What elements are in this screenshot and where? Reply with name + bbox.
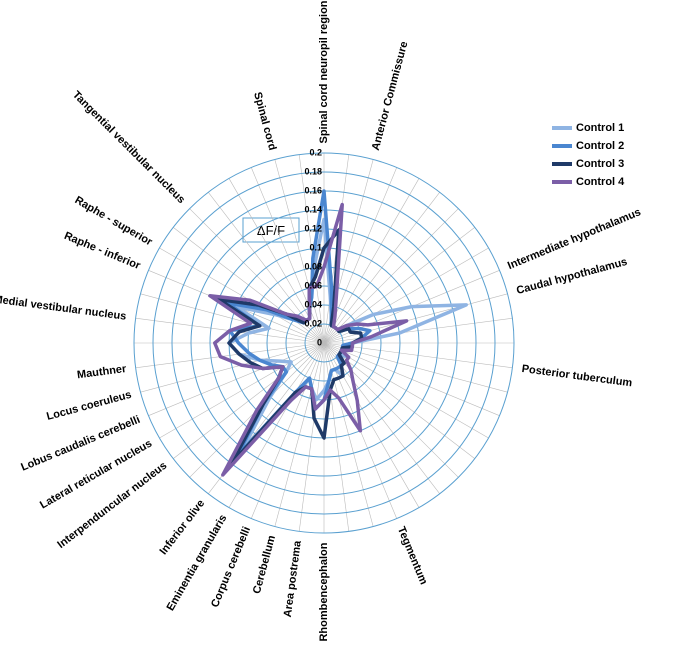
legend-label: Control 2 bbox=[576, 140, 624, 152]
category-label: Tegmentum bbox=[395, 525, 430, 587]
grid-line bbox=[152, 171, 496, 515]
category-label: Mauthner bbox=[76, 363, 127, 381]
y-tick-label: 0.04 bbox=[304, 299, 322, 309]
grid-line bbox=[133, 152, 515, 534]
y-tick-label: 0.08 bbox=[304, 261, 322, 271]
category-label: Posterior tuberculum bbox=[521, 363, 633, 389]
category-label: Spinal cord bbox=[251, 91, 278, 152]
y-tick-label: 0.16 bbox=[304, 185, 322, 195]
y-tick-label: 0 bbox=[317, 337, 322, 347]
category-label: Tangential vestibular nucleus bbox=[70, 89, 187, 206]
grid-line bbox=[285, 304, 363, 382]
y-tick-label: 0.06 bbox=[304, 280, 322, 290]
y-tick-label: 0.18 bbox=[304, 166, 322, 176]
y-tick-label: 0.12 bbox=[304, 223, 322, 233]
category-label: Cerebellum bbox=[251, 534, 278, 595]
category-label: Anterior Commissure bbox=[370, 40, 411, 152]
legend-label: Control 1 bbox=[576, 122, 624, 134]
legend-label: Control 3 bbox=[576, 158, 624, 170]
legend-label: Control 4 bbox=[576, 176, 625, 188]
y-tick-label: 0.2 bbox=[309, 147, 322, 157]
category-label: Interpenduncular nucleus bbox=[55, 460, 169, 551]
category-label: Area postrema bbox=[282, 539, 304, 618]
y-tick-label: 0.02 bbox=[304, 318, 322, 328]
category-label: Spinal cord neuropil region bbox=[318, 0, 330, 143]
series-line bbox=[208, 202, 409, 477]
y-tick-label: 0.14 bbox=[304, 204, 322, 214]
category-label: Locus coeruleus bbox=[45, 389, 133, 423]
y-tick-label: 0.1 bbox=[309, 242, 322, 252]
category-label: Rhombencephalon bbox=[318, 542, 330, 641]
category-label: Medial vestibular nucleus bbox=[0, 293, 127, 322]
annotation: ΔF/F bbox=[257, 223, 285, 238]
annotation-box bbox=[242, 217, 300, 243]
grid-line bbox=[304, 323, 344, 363]
plot: 0 0.02 0.04 0.06 0.08 0.1 0.12 0.14 0.16 0.18 0.2 S… bbox=[0, 0, 643, 641]
